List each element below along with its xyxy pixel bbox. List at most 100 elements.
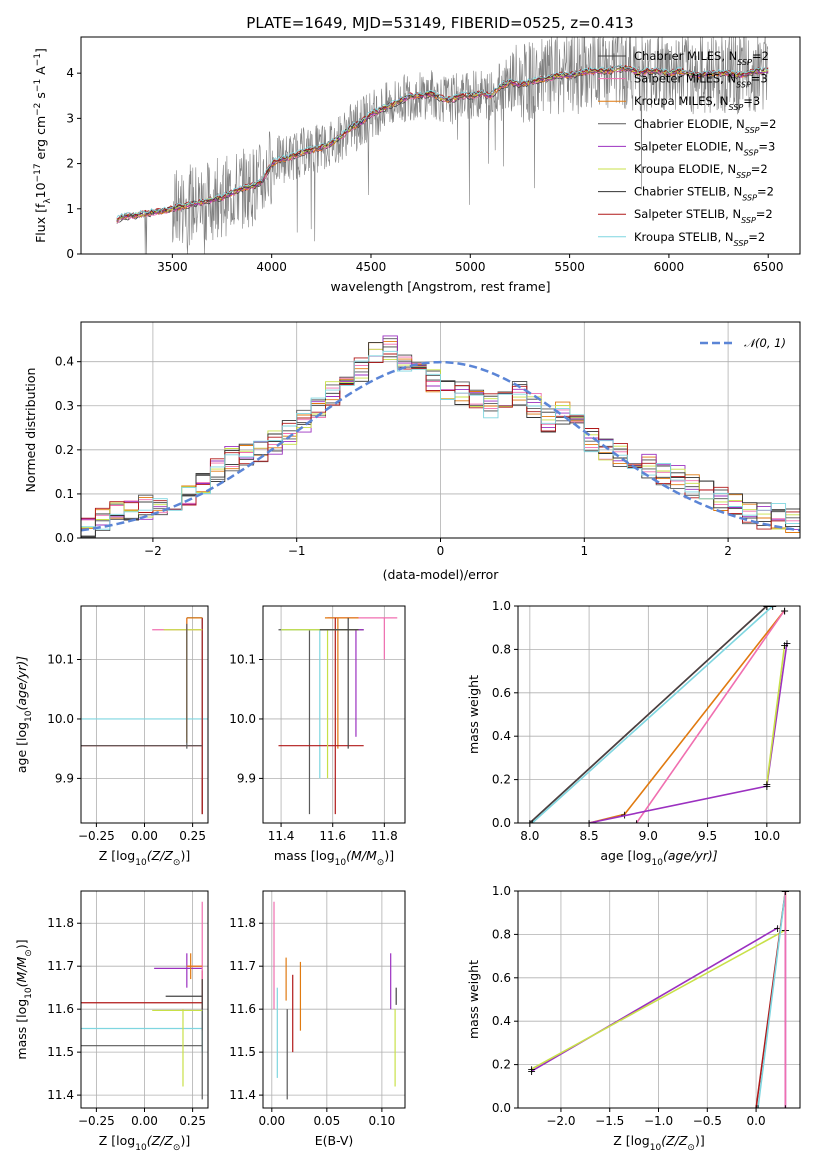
mass-weight-line: [766, 644, 786, 785]
x-axis-label: wavelength [Angstrom, rest frame]: [330, 279, 550, 294]
y-axis-label: mass weight: [466, 960, 481, 1039]
ssp-marker: +: [762, 600, 771, 613]
y-tick-label: 10.1: [229, 653, 256, 667]
y-tick-label: 0.2: [492, 773, 511, 787]
ssp-marker: +: [782, 637, 791, 650]
mass-weight-line: [588, 609, 786, 823]
ssp-marker: +: [527, 1065, 536, 1078]
model-fit-line: [116, 64, 769, 219]
chart-age-vs-mass: 11.4 11.6 11.8 9.9 10.0 10.1 mass [log10(M/M⊙)…: [229, 605, 406, 868]
ssp-marker: +: [584, 817, 593, 830]
x-tick-label: 0.05: [313, 1114, 340, 1128]
plot-area: [81, 322, 800, 538]
x-axis-label: Z [log10(Z/Z⊙)]: [99, 1133, 190, 1153]
x-tick-label: 8.5: [580, 829, 599, 843]
y-tick-label: 9.9: [55, 771, 74, 785]
x-tick-label: 4500: [356, 260, 387, 274]
ssp-marker: +: [584, 817, 593, 830]
legend-label: Chabrier STELIB, NSSP=2: [634, 185, 774, 203]
y-tick-label: 11.7: [47, 959, 74, 973]
x-tick-label: −0.5: [693, 1114, 722, 1128]
y-tick-label: 0.0: [55, 531, 74, 545]
plot-area: [263, 606, 405, 823]
y-tick-label: 11.6: [47, 1002, 74, 1016]
x-tick-label: 0.00: [131, 1114, 158, 1128]
x-axis-label: mass [log10(M/M⊙)]: [274, 848, 394, 868]
y-axis-label: Normed distribution: [23, 368, 38, 493]
x-tick-label: 9.0: [639, 829, 658, 843]
legend-label: Kroupa MILES, NSSP=3: [634, 94, 760, 112]
axes-frame: [517, 605, 801, 824]
x-tick-label: 11.8: [371, 829, 398, 843]
x-tick-label: 8.0: [520, 829, 539, 843]
x-tick-label: 1: [580, 544, 588, 558]
y-tick-label: 11.7: [229, 959, 256, 973]
y-tick-label: 10.1: [47, 653, 74, 667]
legend-label: Kroupa STELIB, NSSP=2: [634, 230, 765, 248]
x-axis-label: (data-model)/error: [383, 567, 500, 582]
x-tick-label: 2: [724, 544, 732, 558]
y-tick-label: 0.0: [492, 1101, 511, 1115]
axes-frame: [80, 36, 801, 255]
y-tick-label: 0.2: [492, 1058, 511, 1072]
x-tick-label: 11.4: [268, 829, 295, 843]
chart-residuals: −2 −1 0 1 2 0.0 0.1 0.2 0.3 0.4 (data-model)/error…: [23, 321, 801, 582]
y-tick-label: 0.4: [492, 1014, 511, 1028]
legend-label: Salpeter ELODIE, NSSP=3: [634, 139, 775, 157]
x-axis-label: age [log10(age/yr)]: [600, 848, 717, 868]
y-tick-label: 0.3: [55, 399, 74, 413]
y-tick-label: 0: [66, 247, 74, 261]
x-tick-label: 6500: [753, 260, 784, 274]
y-tick-label: 11.4: [47, 1088, 74, 1102]
ssp-marker: +: [780, 604, 789, 617]
y-tick-label: 1.0: [492, 884, 511, 898]
y-tick-label: 10.0: [229, 712, 256, 726]
ssp-marker: +: [780, 639, 789, 652]
x-axis-label: Z [log10(Z/Z⊙)]: [99, 848, 190, 868]
ssp-marker: +: [781, 885, 790, 898]
axes-frame: [262, 890, 406, 1109]
y-tick-label: 1.0: [492, 599, 511, 613]
x-tick-label: −1: [288, 544, 306, 558]
x-tick-label: 6000: [654, 260, 685, 274]
chart-mass-vs-Z: −0.25 0.00 0.25 11.4 11.5 11.6 11.7 11.8 Z [log1…: [14, 890, 209, 1153]
y-axis-label: mass [log10(M/M⊙)]: [14, 939, 34, 1059]
plot-area: ++++++++++++++: [518, 885, 800, 1115]
chart-age-vs-Z: −0.25 0.00 0.25 9.9 10.0 10.1 Z [log10(Z/Z⊙)] a…: [14, 605, 209, 868]
y-axis-label: age [log10(age/yr)]: [14, 656, 34, 773]
plot-area: [81, 891, 208, 1108]
y-tick-label: 11.8: [47, 916, 74, 930]
ssp-marker: +: [781, 1102, 790, 1115]
y-axis-label: mass weight: [466, 675, 481, 754]
legend-label: Chabrier MILES, NSSP=2: [634, 49, 769, 67]
y-tick-label: 11.5: [47, 1045, 74, 1059]
chart-mass-vs-ebv: 0.00 0.05 0.10 11.4 11.5 11.6 11.7 11.8 E(B-V): [229, 890, 406, 1148]
y-tick-label: 2: [66, 157, 74, 171]
ssp-marker: +: [762, 778, 771, 791]
x-axis-label: Z [log10(Z/Z⊙)]: [613, 1133, 704, 1153]
ssp-marker: +: [525, 817, 534, 830]
ssp-marker: +: [632, 817, 641, 830]
y-tick-label: 11.4: [229, 1088, 256, 1102]
x-tick-label: 11.6: [319, 829, 346, 843]
normal-distribution-curve: [81, 360, 800, 532]
x-tick-label: 0.25: [179, 829, 206, 843]
x-tick-label: −0.25: [78, 829, 115, 843]
plot-area: [81, 606, 208, 823]
ssp-marker: +: [753, 1102, 762, 1115]
ssp-marker: +: [751, 1102, 760, 1115]
mass-weight-line: [635, 609, 786, 823]
x-tick-label: 5000: [455, 260, 486, 274]
x-tick-label: −0.25: [78, 1114, 115, 1128]
spectrum-legend: Chabrier MILES, NSSP=2 Salpeter MILES, NS…: [598, 49, 776, 247]
x-tick-label: 5500: [554, 260, 585, 274]
x-tick-label: 0: [437, 544, 445, 558]
x-tick-label: 0.0: [747, 1114, 766, 1128]
mass-weight-line: [529, 606, 768, 823]
y-tick-label: 1: [66, 202, 74, 216]
mass-weight-line: [588, 642, 788, 823]
chart-mass-weight-vs-Z: ++++++++++++++−2.0 −1.5 −1.0 −0.5 0.00.00.20…: [466, 884, 801, 1153]
axes-frame: [262, 605, 406, 824]
